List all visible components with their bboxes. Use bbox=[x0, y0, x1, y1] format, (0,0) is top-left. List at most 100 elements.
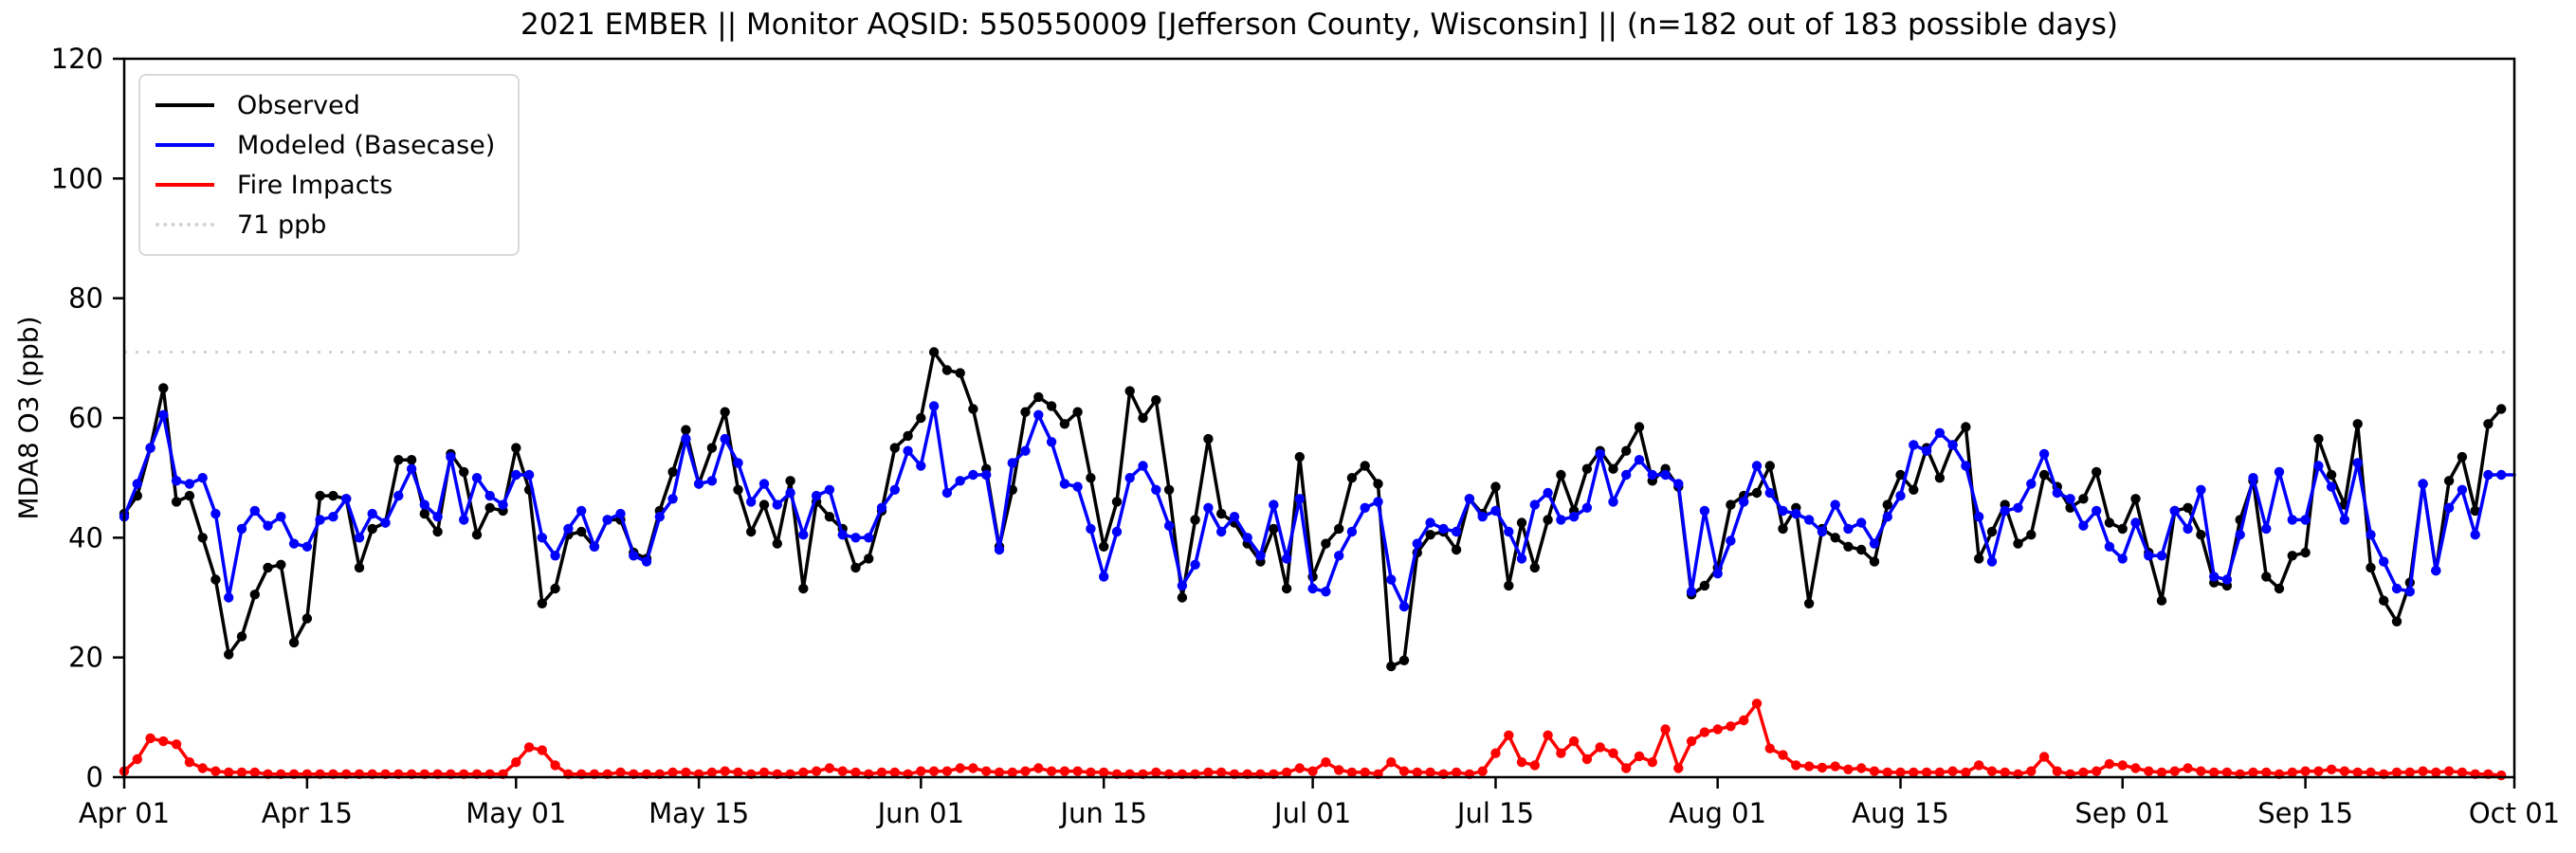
modeled-point bbox=[1451, 526, 1462, 537]
fire-point bbox=[1882, 767, 1893, 778]
modeled-point bbox=[523, 469, 535, 481]
y-tick-label: 20 bbox=[68, 642, 103, 674]
observed-point bbox=[1581, 463, 1593, 474]
modeled-point bbox=[2117, 554, 2128, 564]
modeled-point bbox=[301, 541, 313, 552]
x-tick-label: Jul 01 bbox=[1272, 797, 1351, 829]
observed-point bbox=[2352, 419, 2363, 429]
modeled-point bbox=[2496, 469, 2507, 481]
observed-point bbox=[2470, 505, 2480, 517]
fire-point bbox=[1961, 767, 1971, 778]
fire-point bbox=[1151, 767, 1161, 778]
observed-point bbox=[459, 466, 469, 478]
fire-point bbox=[1739, 715, 1749, 726]
observed-point bbox=[2013, 538, 2023, 549]
observed-point bbox=[1961, 422, 1971, 432]
modeled-point bbox=[1163, 520, 1175, 531]
modeled-point bbox=[706, 476, 718, 486]
modeled-point bbox=[1830, 499, 1840, 510]
fire-point bbox=[1046, 766, 1057, 776]
fire-point bbox=[706, 767, 718, 778]
observed-point bbox=[1699, 580, 1710, 591]
modeled-point bbox=[2130, 517, 2141, 528]
modeled-point bbox=[1947, 440, 1958, 450]
legend-item-fire: Fire Impacts bbox=[155, 165, 495, 205]
fire-point bbox=[994, 767, 1005, 778]
observed-point bbox=[2130, 494, 2141, 504]
modeled-point bbox=[184, 479, 195, 489]
modeled-point bbox=[471, 473, 483, 483]
modeled-point bbox=[1909, 440, 1919, 450]
modeled-point bbox=[1464, 494, 1475, 504]
fire-point bbox=[955, 763, 965, 773]
observed-point bbox=[824, 512, 835, 522]
legend-label: Fire Impacts bbox=[237, 170, 393, 200]
y-tick-label: 80 bbox=[68, 282, 103, 315]
fire-point bbox=[1673, 763, 1684, 773]
observed-point bbox=[758, 499, 770, 510]
fire-point bbox=[171, 739, 182, 750]
modeled-point bbox=[641, 556, 652, 567]
observed-point bbox=[1516, 517, 1527, 528]
modeled-point bbox=[2443, 502, 2455, 513]
fire-point bbox=[615, 767, 626, 778]
fire-point bbox=[1203, 767, 1214, 778]
fire-point bbox=[798, 767, 809, 778]
modeled-point bbox=[1504, 526, 1514, 537]
observed-point bbox=[210, 574, 221, 585]
modeled-point bbox=[511, 469, 521, 481]
fire-point bbox=[1947, 766, 1958, 776]
fire-point bbox=[2418, 766, 2428, 776]
modeled-point bbox=[2078, 520, 2089, 531]
observed-point bbox=[511, 443, 521, 453]
fire-point bbox=[2366, 767, 2376, 778]
legend-label: Modeled (Basecase) bbox=[237, 130, 496, 160]
modeled-point bbox=[2104, 541, 2115, 552]
modeled-point bbox=[785, 487, 795, 499]
modeled-point bbox=[733, 458, 743, 468]
observed-point bbox=[2156, 595, 2167, 606]
observed-point bbox=[367, 523, 377, 535]
fire-point bbox=[2196, 766, 2206, 776]
modeled-point bbox=[1086, 523, 1096, 535]
legend-item-modeled: Modeled (Basecase) bbox=[155, 125, 495, 165]
modeled-point bbox=[249, 505, 260, 517]
fire-point bbox=[1843, 764, 1854, 774]
modeled-point bbox=[1647, 469, 1658, 481]
modeled-point bbox=[1803, 515, 1815, 525]
observed-point bbox=[2443, 476, 2455, 486]
fire-point bbox=[1974, 760, 1984, 771]
fire-point bbox=[1516, 757, 1527, 768]
observed-point bbox=[1138, 412, 1148, 424]
fire-point bbox=[1751, 699, 1763, 709]
modeled-point bbox=[2326, 481, 2337, 492]
modeled-point bbox=[772, 499, 782, 510]
fire-point bbox=[2221, 767, 2233, 778]
modeled-point bbox=[1751, 461, 1763, 471]
modeled-point bbox=[2052, 487, 2062, 499]
modeled-point bbox=[1124, 473, 1135, 483]
observed-point bbox=[1111, 497, 1123, 507]
modeled-point bbox=[1059, 479, 1070, 489]
fire-point bbox=[197, 763, 208, 773]
fire-point bbox=[2339, 766, 2350, 776]
observed-point bbox=[550, 583, 560, 594]
fire-point bbox=[733, 767, 743, 778]
observed-point bbox=[2104, 517, 2115, 528]
observed-point bbox=[1934, 473, 1946, 483]
fire-point bbox=[2391, 767, 2402, 778]
fire-point bbox=[2443, 766, 2455, 776]
fire-point bbox=[1634, 751, 1645, 762]
modeled-point bbox=[2183, 523, 2193, 535]
observed-point bbox=[928, 347, 940, 357]
fire-point bbox=[837, 766, 848, 776]
modeled-point bbox=[367, 508, 377, 519]
modeled-point bbox=[693, 479, 704, 489]
modeled-point bbox=[2026, 479, 2037, 489]
fire-point bbox=[2248, 767, 2258, 778]
observed-point bbox=[2313, 433, 2324, 445]
fire-point bbox=[928, 766, 940, 776]
modeled-point bbox=[1791, 508, 1801, 519]
observed-point bbox=[1726, 499, 1736, 510]
